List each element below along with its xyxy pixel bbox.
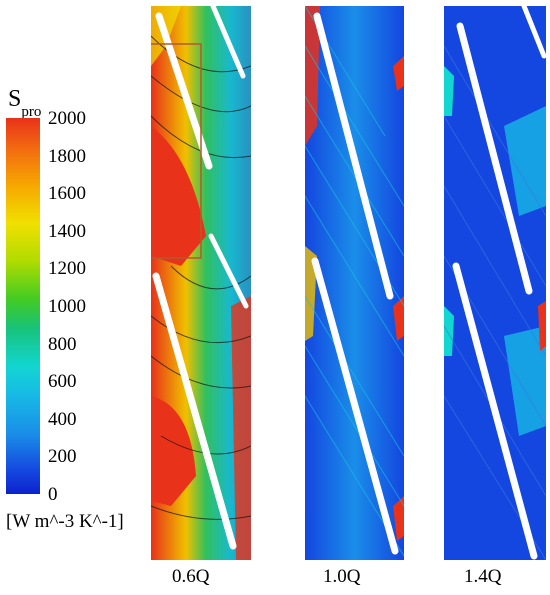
colorbar bbox=[6, 118, 40, 494]
colorbar-tick: 1600 bbox=[48, 183, 86, 205]
panel-label: 1.0Q bbox=[323, 566, 361, 587]
panel-1.0Q bbox=[305, 6, 404, 560]
colorbar-tick: 200 bbox=[48, 446, 77, 468]
colorbar-tick: 1000 bbox=[48, 296, 86, 317]
colorbar-title: Spro bbox=[8, 86, 42, 120]
colorbar-tick: 1400 bbox=[48, 220, 86, 242]
panel-label: 1.4Q bbox=[464, 566, 502, 587]
panel-1.4Q bbox=[444, 6, 546, 560]
panel-label: 0.6Q bbox=[172, 566, 210, 587]
colorbar-tick: 1200 bbox=[48, 258, 86, 280]
panel-0.6Q bbox=[151, 6, 251, 560]
colorbar-tick: 2000 bbox=[48, 108, 86, 129]
colorbar-tick: 600 bbox=[48, 371, 77, 393]
colorbar-tick: 0 bbox=[48, 484, 58, 505]
colorbar-tick: 1800 bbox=[48, 145, 86, 167]
colorbar-tick: 400 bbox=[48, 408, 77, 430]
colorbar-tick: 800 bbox=[48, 333, 77, 355]
colorbar-unit: [W m^-3 K^-1] bbox=[6, 511, 124, 532]
